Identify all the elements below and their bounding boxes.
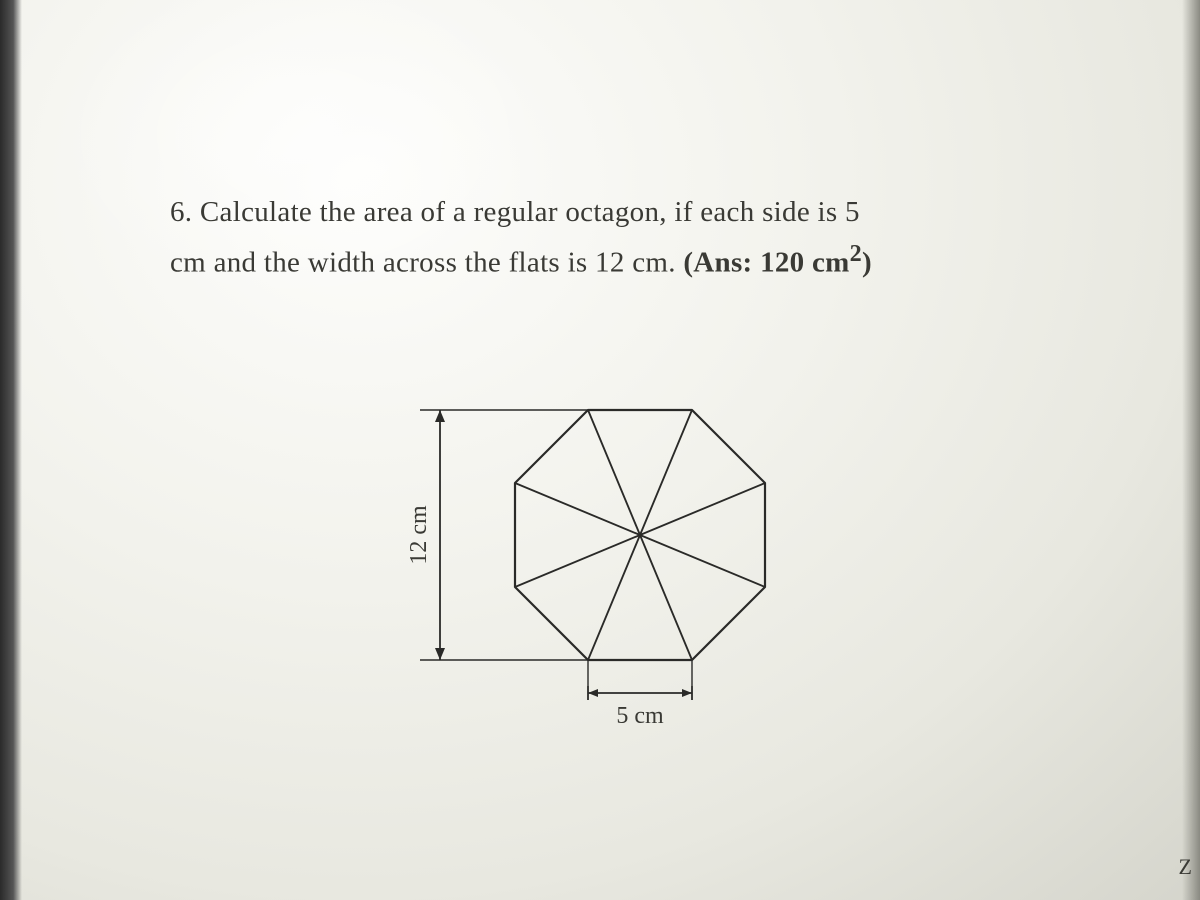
answer-exponent: 2 (850, 240, 862, 267)
question-text-block: 6. Calculate the area of a regular octag… (170, 190, 1060, 286)
question-line-2-pre: cm and the width across the flats is 12 … (170, 247, 683, 279)
corner-letter: Z (1179, 854, 1192, 880)
screen-right-edge (1182, 0, 1200, 900)
question-line-2: cm and the width across the flats is 12 … (170, 235, 1060, 286)
screen-left-edge (0, 0, 22, 900)
svg-text:5 cm: 5 cm (616, 703, 664, 729)
octagon-diagram: 12 cm 5 cm (380, 345, 820, 765)
octagon-svg: 12 cm 5 cm (380, 345, 820, 765)
answer-close: ) (862, 247, 872, 279)
svg-text:12 cm: 12 cm (406, 505, 432, 565)
answer-label: (Ans: 120 cm (683, 247, 849, 279)
question-line-1: 6. Calculate the area of a regular octag… (170, 190, 1060, 235)
